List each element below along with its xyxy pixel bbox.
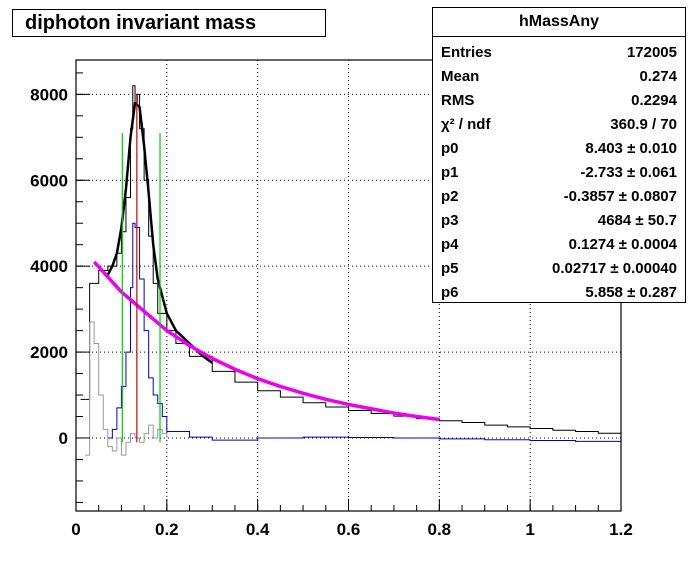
stats-key: Entries — [441, 43, 492, 61]
stats-key: χ² / ndf — [441, 115, 491, 133]
stats-row-mean: Mean 0.274 — [441, 65, 677, 87]
stats-key: p3 — [441, 211, 459, 229]
stats-row-p2: p2 -0.3857 ± 0.0807 — [441, 185, 677, 207]
series-fit-3 — [106, 101, 213, 364]
stats-key: p4 — [441, 235, 459, 253]
x-tick-label: 0.6 — [337, 520, 361, 539]
y-tick-label: 8000 — [30, 85, 68, 104]
stats-value: 0.02717 ± 0.00040 — [551, 259, 677, 277]
stats-key: p2 — [441, 187, 459, 205]
stats-value: 0.274 — [639, 67, 677, 85]
stats-row-p3: p3 4684 ± 50.7 — [441, 209, 677, 231]
stats-title: hMassAny — [433, 8, 685, 37]
stats-row-p0: p0 8.403 ± 0.010 — [441, 137, 677, 159]
stats-value: 4684 ± 50.7 — [597, 211, 677, 229]
stats-key: RMS — [441, 91, 475, 109]
stats-row-entries: Entries 172005 — [441, 41, 677, 63]
stats-value: 172005 — [626, 43, 677, 61]
stats-box: hMassAny Entries 172005 Mean 0.274 RMS 0… — [432, 7, 686, 303]
y-tick-label: 4000 — [30, 257, 68, 276]
chart-title: diphoton invariant mass — [12, 9, 326, 37]
stats-value: -2.733 ± 0.061 — [580, 163, 677, 181]
stats-value: 5.858 ± 0.287 — [585, 283, 677, 301]
stats-row-chi2: χ² / ndf 360.9 / 70 — [441, 113, 677, 135]
stats-value: -0.3857 ± 0.0807 — [563, 187, 677, 205]
stats-key: p5 — [441, 259, 459, 277]
x-tick-label: 1 — [525, 520, 534, 539]
stats-row-p5: p5 0.02717 ± 0.00040 — [441, 257, 677, 279]
x-tick-label: 1.2 — [609, 520, 633, 539]
stats-row-p1: p1 -2.733 ± 0.061 — [441, 161, 677, 183]
stats-value: 0.2294 — [631, 91, 677, 109]
stats-key: p0 — [441, 139, 459, 157]
x-tick-label: 0.4 — [246, 520, 270, 539]
stats-value: 0.1274 ± 0.0004 — [568, 235, 677, 253]
stats-value: 8.403 ± 0.010 — [585, 139, 677, 157]
x-tick-label: 0.2 — [155, 520, 179, 539]
stats-value: 360.9 / 70 — [610, 115, 677, 133]
stats-row-p4: p4 0.1274 ± 0.0004 — [441, 233, 677, 255]
y-tick-label: 6000 — [30, 171, 68, 190]
stats-key: p1 — [441, 163, 459, 181]
series-layer — [80, 85, 622, 456]
stats-key: p6 — [441, 283, 459, 301]
series-histogram-2 — [85, 321, 168, 456]
series-histogram-1 — [107, 222, 622, 442]
stats-row-p6: p6 5.858 ± 0.287 — [441, 281, 677, 303]
series-fit-4 — [92, 260, 440, 422]
x-tick-label: 0 — [71, 520, 80, 539]
y-tick-label: 0 — [59, 429, 68, 448]
stats-row-rms: RMS 0.2294 — [441, 89, 677, 111]
series-histogram-0 — [80, 85, 622, 436]
x-tick-label: 0.8 — [428, 520, 452, 539]
stats-key: Mean — [441, 67, 480, 85]
y-tick-label: 2000 — [30, 343, 68, 362]
chart-title-text: diphoton invariant mass — [25, 11, 257, 34]
axes-layer: 0 0.2 0.4 0.6 0.8 1 1.2 0 2000 4000 6000 8000 — [30, 59, 633, 539]
